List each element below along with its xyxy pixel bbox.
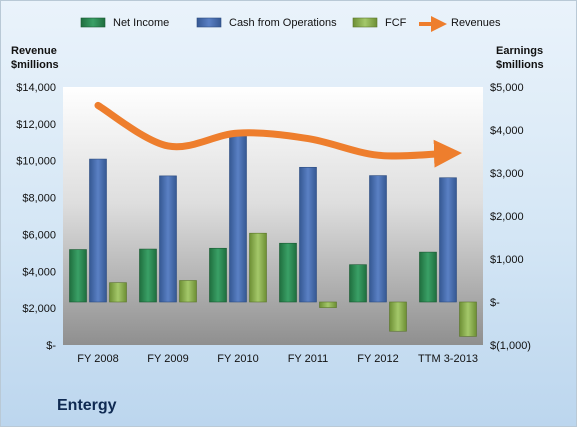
left-tick-label: $4,000 — [22, 266, 56, 278]
bar-fcf — [389, 301, 407, 332]
bar-fcf — [459, 301, 477, 337]
left-tick-label: $10,000 — [16, 156, 56, 168]
bar-fcf — [109, 282, 127, 303]
category-label: FY 2010 — [217, 353, 258, 365]
legend-label: FCF — [385, 17, 407, 29]
company-name: Entergy — [57, 397, 117, 414]
bar-fcf — [319, 301, 337, 308]
legend: Net Income Cash from Operations FCF Revenue… — [80, 16, 501, 32]
bar-cash-from-operations — [299, 166, 317, 303]
legend-label: Net Income — [113, 17, 169, 29]
category-label: FY 2012 — [357, 353, 398, 365]
revenue-line-path — [94, 101, 462, 168]
bar-fcf — [179, 280, 197, 303]
left-tick-label: $6,000 — [22, 229, 56, 241]
right-tick-label: $1,000 — [490, 254, 524, 266]
bar-net-income — [349, 264, 367, 303]
left-tick-label: $8,000 — [22, 193, 56, 205]
right-tick-label: $- — [490, 297, 500, 309]
bar-net-income — [69, 249, 87, 303]
bar-net-income — [209, 247, 227, 303]
legend-swatch — [196, 17, 222, 28]
left-tick-label: $2,000 — [22, 303, 56, 315]
right-tick-label: $2,000 — [490, 211, 524, 223]
bar-cash-from-operations — [229, 132, 247, 303]
revenue-line — [94, 101, 462, 168]
legend-label: Revenues — [451, 17, 501, 29]
right-axis-ticks: $(1,000) $- $1,000 $2,000 $3,000 $4,000 $5,000 — [490, 82, 531, 352]
category-labels: FY 2008 FY 2009 FY 2010 FY 2011 FY 2012 TTM 3… — [77, 353, 478, 365]
bar-cash-from-operations — [369, 175, 387, 303]
right-tick-label: $3,000 — [490, 168, 524, 180]
left-tick-label: $- — [46, 340, 56, 352]
category-label: FY 2008 — [77, 353, 118, 365]
legend-swatch — [352, 17, 378, 28]
bar-net-income — [139, 248, 157, 303]
category-label: TTM 3-2013 — [418, 353, 478, 365]
category-label: FY 2009 — [147, 353, 188, 365]
right-tick-label: $(1,000) — [490, 340, 531, 352]
left-axis-title: Revenue $millions — [11, 45, 59, 71]
bar-cash-from-operations — [159, 175, 177, 303]
bar-net-income — [279, 242, 297, 303]
category-label: FY 2011 — [288, 353, 329, 365]
legend-label: Cash from Operations — [229, 17, 337, 29]
bar-net-income — [419, 251, 437, 303]
right-tick-label: $5,000 — [490, 82, 524, 94]
bar-cash-from-operations — [439, 177, 457, 303]
left-tick-label: $14,000 — [16, 82, 56, 94]
right-axis-title: Earnings $millions — [496, 45, 544, 71]
bar-cash-from-operations — [89, 158, 107, 303]
right-tick-label: $4,000 — [490, 125, 524, 137]
left-axis-ticks: $- $2,000 $4,000 $6,000 $8,000 $10,000 $12,000… — [16, 82, 56, 352]
bars — [69, 132, 477, 337]
left-tick-label: $12,000 — [16, 119, 56, 131]
legend-swatch — [80, 17, 106, 28]
bar-fcf — [249, 232, 267, 303]
